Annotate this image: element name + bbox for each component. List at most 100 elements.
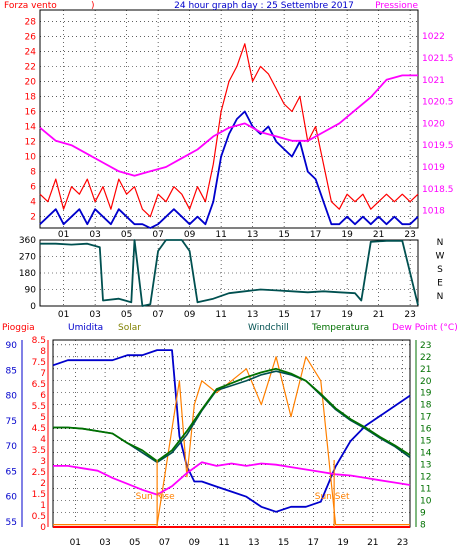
temperature-label: Temperatura <box>311 323 369 333</box>
pressure-axis-tick: 1021 <box>422 76 445 86</box>
wind-panel-hour-label: 09 <box>184 230 196 240</box>
temperature-panel-frame <box>52 339 411 528</box>
temperature-axis-tick: 17 <box>420 413 431 423</box>
wind-panel-frame <box>39 9 419 229</box>
humidity-axis-tick: 75 <box>6 417 17 427</box>
humidity-axis-tick: 70 <box>6 442 18 452</box>
wind-speed-label: Forza vento <box>4 1 57 11</box>
wind-panel-hour-label: 07 <box>152 230 163 240</box>
wind-panel-hour-label: 03 <box>89 230 100 240</box>
wind-axis-tick: 4 <box>30 198 36 208</box>
rain-axis-tick: 4 <box>40 435 46 445</box>
pressure-axis-tick: 1022 <box>422 32 445 42</box>
humidity-axis-tick: 85 <box>6 366 17 376</box>
wind-average-line <box>39 110 419 229</box>
compass-label-w: W <box>436 252 445 262</box>
direction-axis-tick: 0 <box>30 302 36 312</box>
direction-panel-hour-label: 01 <box>58 310 69 320</box>
wind-speed-unit: ) <box>91 1 95 11</box>
temperature-axis-tick: 19 <box>420 389 432 399</box>
wind-panel-hour-label: 05 <box>121 230 132 240</box>
wind-gust-line <box>39 43 419 218</box>
temperature-axis-tick: 20 <box>420 377 432 387</box>
rain-label: Pioggia <box>2 323 35 333</box>
wind-panel-hour-label: 01 <box>58 230 69 240</box>
compass-label-n: N <box>437 238 444 248</box>
compass-label-e: E <box>437 279 443 289</box>
pressure-label: Pressione <box>375 1 418 11</box>
rain-axis-tick: 8 <box>40 347 46 357</box>
pressure-axis-tick: 1020 <box>422 119 445 129</box>
direction-panel-hour-label: 21 <box>373 310 384 320</box>
humidity-axis-tick: 80 <box>6 392 18 402</box>
temperature-axis-tick: 12 <box>420 473 431 483</box>
pressure-axis-tick: 1019 <box>422 163 445 173</box>
rain-axis-tick: 2.5 <box>32 468 46 478</box>
rain-axis-tick: 4.5 <box>32 424 46 434</box>
humidity-axis-tick: 55 <box>6 518 17 528</box>
rain-axis-tick: 6 <box>40 391 46 401</box>
temperature-panel-hour-label: 11 <box>218 538 229 548</box>
pressure-axis-tick: 1021.5 <box>422 54 454 64</box>
rain-axis-tick: 5.5 <box>32 402 46 412</box>
pressure-axis-tick: 1020.5 <box>422 98 454 108</box>
sunrise-label: Sun Rise <box>136 492 175 502</box>
temperature-axis-tick: 21 <box>420 365 431 375</box>
temperature-panel-hour-label: 13 <box>248 538 259 548</box>
temperature-panel-hour-label: 21 <box>367 538 378 548</box>
rain-axis-tick: 8.5 <box>32 336 46 346</box>
temperature-panel-hour-label: 09 <box>189 538 201 548</box>
windchill-label: Windchill <box>248 323 289 333</box>
rain-axis-tick: 2 <box>40 479 46 489</box>
humidity-label: Umidita <box>68 323 103 333</box>
temperature-axis-tick: 11 <box>420 485 431 495</box>
rain-axis-tick: 5 <box>40 413 46 423</box>
pressure-line <box>39 74 418 177</box>
wind-panel-hour-label: 13 <box>247 230 258 240</box>
temperature-panel-hour-label: 17 <box>308 538 319 548</box>
wind-axis-tick: 6 <box>30 183 36 193</box>
direction-panel-hour-label: 23 <box>404 310 415 320</box>
sunset-label: Sun Set <box>315 492 350 502</box>
direction-panel-hour-label: 11 <box>215 310 226 320</box>
dewpoint-line <box>53 461 411 496</box>
wind-panel-hour-label: 17 <box>310 230 321 240</box>
wind-axis-tick: 18 <box>25 92 37 102</box>
dewpoint-label: Dew Point (°C) <box>392 323 458 333</box>
wind-panel-hour-label: 11 <box>215 230 226 240</box>
temperature-axis-tick: 18 <box>420 401 432 411</box>
wind-axis-tick: 22 <box>25 62 36 72</box>
wind-axis-tick: 28 <box>25 17 37 27</box>
direction-panel-hour-label: 07 <box>152 310 163 320</box>
direction-panel-hour-label: 17 <box>310 310 321 320</box>
wind-panel-hour-label: 19 <box>341 230 353 240</box>
solar-label: Solar <box>118 323 141 333</box>
pressure-axis-tick: 1018 <box>422 207 445 217</box>
temperature-axis-tick: 23 <box>420 341 431 351</box>
wind-axis-tick: 2 <box>30 213 36 223</box>
rain-axis-tick: 0.5 <box>32 512 46 522</box>
direction-panel-hour-label: 13 <box>247 310 258 320</box>
direction-axis-tick: 90 <box>25 286 37 296</box>
rain-axis-tick: 6.5 <box>32 380 46 390</box>
temperature-panel-hour-label: 15 <box>278 538 289 548</box>
humidity-axis-tick: 90 <box>6 341 18 351</box>
direction-panel-hour-label: 05 <box>121 310 132 320</box>
direction-axis-tick: 180 <box>19 269 36 279</box>
temperature-axis-tick: 10 <box>420 497 432 507</box>
solar-line <box>53 356 410 526</box>
wind-panel-hour-label: 15 <box>278 230 289 240</box>
humidity-axis-tick: 60 <box>6 493 18 503</box>
rain-axis-tick: 7 <box>40 369 46 379</box>
rain-axis-tick: 3 <box>40 457 46 467</box>
wind-axis-tick: 8 <box>30 168 36 178</box>
temperature-axis-tick: 16 <box>420 425 432 435</box>
humidity-axis-tick: 65 <box>6 467 17 477</box>
humidity-line <box>52 349 411 513</box>
wind-axis-tick: 16 <box>25 107 37 117</box>
temperature-axis-tick: 8 <box>420 521 426 531</box>
temperature-axis-tick: 9 <box>420 509 426 519</box>
wind-axis-tick: 12 <box>25 138 36 148</box>
